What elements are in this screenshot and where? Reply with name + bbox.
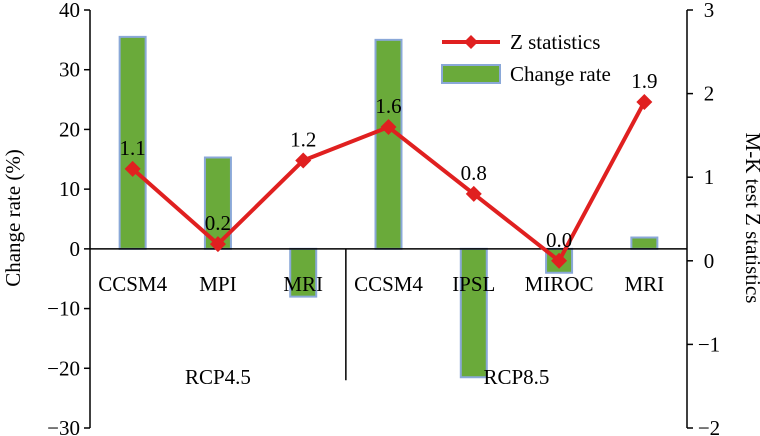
y2-tick-label: 1 (704, 165, 715, 189)
z-point-1 (209, 236, 226, 253)
y-axis-title: Change rate (%) (1, 149, 25, 287)
z-data-label: 0.8 (461, 161, 487, 185)
category-label: IPSL (452, 272, 495, 296)
y-tick-label: −20 (47, 356, 80, 380)
z-data-label: 1.1 (120, 136, 146, 160)
y2-tick-label: 0 (704, 249, 715, 273)
category-label: MIROC (525, 272, 594, 296)
y2-tick-label: −2 (698, 416, 720, 436)
group-label: RCP4.5 (185, 365, 251, 389)
legend-bar-swatch (441, 64, 501, 84)
legend: Z statistics Change rate (441, 30, 611, 86)
z-point-5 (551, 252, 568, 269)
y2-tick-label: 2 (704, 82, 715, 106)
y-tick-label: 40 (59, 0, 80, 22)
y2-tick-label: −1 (698, 332, 720, 356)
line-layer (124, 93, 653, 269)
category-label: MPI (199, 272, 236, 296)
y-tick-label: 20 (59, 117, 80, 141)
z-point-3 (380, 119, 397, 136)
z-point-2 (295, 152, 312, 169)
z-data-label: 1.2 (290, 127, 316, 151)
y2-axis-title: M-K test Z statistics (741, 133, 760, 304)
bar-6 (630, 236, 659, 250)
z-data-label: 0.2 (205, 211, 231, 235)
category-label: MRI (625, 272, 665, 296)
legend-label-change: Change rate (510, 62, 611, 86)
y-tick-label: 0 (70, 237, 81, 261)
legend-label-z: Z statistics (510, 30, 600, 54)
y-tick-label: −30 (47, 416, 80, 436)
y-tick-label: 30 (59, 58, 80, 82)
legend-line-marker (464, 35, 478, 49)
category-label: CCSM4 (354, 272, 423, 296)
group-label: RCP8.5 (483, 365, 549, 389)
z-point-0 (124, 160, 141, 177)
bars-layer (118, 35, 659, 379)
category-label: MRI (283, 272, 323, 296)
labels-layer: CCSM4 MPI MRI CCSM4 IPSL MIROC MRI RCP4.5 RCP8.5… (98, 69, 664, 389)
y-tick-label: −10 (47, 297, 80, 321)
y-tick-label: 10 (59, 177, 80, 201)
z-point-4 (465, 185, 482, 202)
z-data-label: 1.6 (375, 94, 401, 118)
bar-3 (374, 38, 403, 250)
z-point-6 (636, 93, 653, 110)
y2-tick-label: 3 (704, 0, 715, 22)
z-data-label: 1.9 (631, 69, 657, 93)
category-label: CCSM4 (98, 272, 167, 296)
z-data-label: 0.0 (546, 228, 572, 252)
bar-4 (459, 247, 488, 379)
